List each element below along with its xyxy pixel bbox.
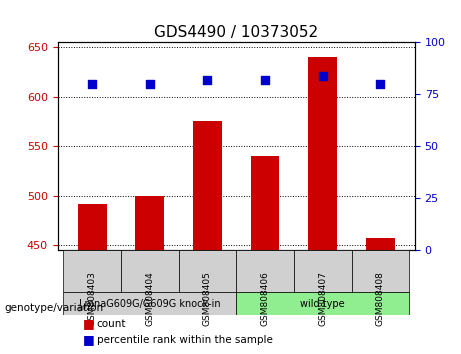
Point [377,81,384,87]
FancyBboxPatch shape [236,250,294,292]
Text: LmnaG609G/G609G knock-in: LmnaG609G/G609G knock-in [79,299,221,309]
Text: percentile rank within the sample: percentile rank within the sample [97,335,273,345]
Text: GSM808405: GSM808405 [203,271,212,326]
Point [319,73,326,79]
Text: GSM808404: GSM808404 [145,271,154,326]
Bar [78,204,106,250]
Title: GDS4490 / 10373052: GDS4490 / 10373052 [154,25,319,40]
Point [146,81,154,87]
Point [89,81,96,87]
FancyBboxPatch shape [64,292,236,315]
Text: wild type: wild type [301,299,345,309]
Text: GSM808406: GSM808406 [260,271,270,326]
Bar [251,156,279,250]
Point [261,77,269,83]
Text: GSM808408: GSM808408 [376,271,385,326]
Point [204,77,211,83]
Bar [308,57,337,250]
Bar [193,121,222,250]
Text: count: count [97,319,126,329]
FancyBboxPatch shape [121,250,179,292]
Bar [136,196,164,250]
Text: ■: ■ [83,333,95,346]
Text: GSM808403: GSM808403 [88,271,97,326]
FancyBboxPatch shape [179,250,236,292]
Bar [366,238,395,250]
FancyBboxPatch shape [236,292,409,315]
FancyBboxPatch shape [64,250,121,292]
FancyBboxPatch shape [294,250,351,292]
Text: genotype/variation: genotype/variation [5,303,104,313]
Text: GSM808407: GSM808407 [318,271,327,326]
Text: ■: ■ [83,318,95,330]
FancyBboxPatch shape [351,250,409,292]
